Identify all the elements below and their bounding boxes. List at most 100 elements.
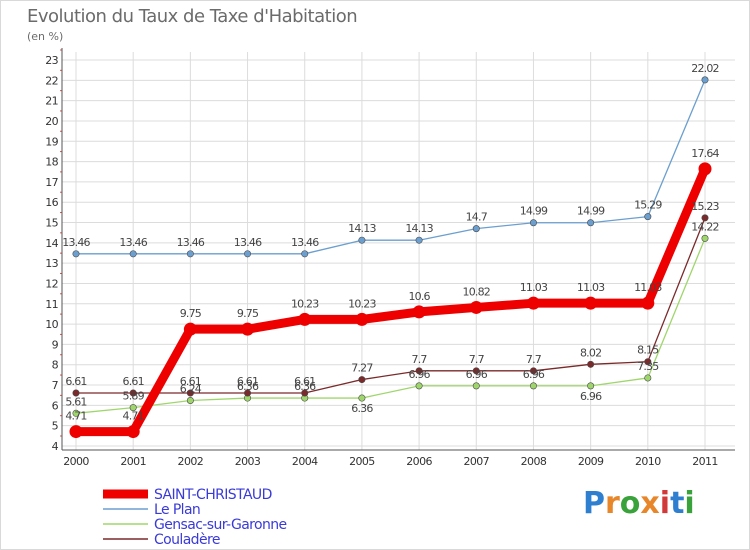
- y-tick-label: 11: [45, 298, 58, 311]
- data-label: 11.03: [577, 281, 605, 294]
- data-point: [472, 225, 480, 233]
- data-point: [186, 389, 194, 397]
- data-point: [529, 219, 537, 227]
- data-label: 5.61: [65, 395, 86, 408]
- data-label: 7.7: [412, 353, 428, 366]
- data-point: [698, 162, 712, 176]
- x-tick-label: 2002: [178, 455, 204, 468]
- data-label: 7.27: [351, 362, 373, 375]
- data-point: [241, 322, 255, 336]
- data-label: 8.02: [580, 346, 601, 359]
- data-point: [358, 236, 366, 244]
- logo-letter: o: [619, 486, 641, 521]
- data-label: 4.71: [123, 410, 144, 423]
- data-label: 10.82: [463, 285, 491, 298]
- data-label: 8.15: [637, 344, 659, 357]
- x-tick-label: 2010: [635, 455, 661, 468]
- data-labels: 4.71 4.71 9.75 9.75 10.23 10.23 10.6 10.82 11.03…: [62, 62, 720, 423]
- data-point: [186, 396, 194, 404]
- data-point: [526, 296, 540, 310]
- series-line-le-plan: [75, 79, 706, 255]
- logo-letter: i: [659, 486, 671, 521]
- data-label: 6.61: [123, 375, 144, 388]
- y-tick-label: 22: [45, 74, 58, 87]
- data-point: [584, 296, 598, 310]
- data-label: 10.6: [408, 290, 430, 303]
- data-point: [186, 250, 194, 258]
- data-point: [701, 234, 709, 242]
- logo-letter: i: [684, 486, 695, 521]
- data-point: [587, 219, 595, 227]
- logo-letter: t: [670, 486, 685, 521]
- data-point: [72, 409, 80, 417]
- data-point: [69, 425, 83, 439]
- data-label: 6.61: [180, 375, 201, 388]
- x-tick-label: 2005: [349, 455, 375, 468]
- data-label: 13.46: [62, 236, 90, 249]
- data-label: 6.36: [351, 402, 373, 415]
- data-label: 22.02: [691, 62, 719, 75]
- data-point: [701, 76, 709, 84]
- axes: [60, 48, 735, 451]
- data-point: [701, 214, 709, 222]
- y-tick-label: 13: [45, 257, 58, 270]
- series-line-saint-christaud: [71, 164, 710, 437]
- data-point: [183, 322, 197, 336]
- proxiti-logo: Proxiti: [583, 486, 695, 521]
- legend-label: Le Plan: [154, 502, 200, 518]
- y-tick-label: 17: [45, 176, 58, 189]
- data-label: 17.64: [691, 147, 719, 160]
- data-label: 14.99: [577, 205, 605, 218]
- data-point: [641, 296, 655, 310]
- legend-label: Couladère: [154, 532, 220, 548]
- logo-letter: r: [605, 486, 620, 521]
- data-label: 13.46: [119, 236, 147, 249]
- legend-label: Gensac-sur-Garonne: [154, 517, 287, 533]
- data-point: [355, 312, 369, 326]
- data-label: 7.35: [637, 360, 659, 373]
- data-label: 14.13: [405, 222, 433, 235]
- x-tick-label: 2004: [292, 455, 318, 468]
- data-point: [358, 376, 366, 384]
- grid: [62, 52, 735, 450]
- data-point: [472, 382, 480, 390]
- data-point: [587, 382, 595, 390]
- data-point: [301, 389, 309, 397]
- series-layer: [69, 76, 712, 439]
- data-point: [415, 236, 423, 244]
- x-tick-label: 2000: [63, 455, 89, 468]
- data-point: [587, 360, 595, 368]
- legend-label: SAINT-CHRISTAUD: [154, 487, 272, 503]
- data-label: 14.22: [691, 220, 719, 233]
- data-label: 7.7: [526, 353, 542, 366]
- y-tick-label: 20: [45, 115, 58, 128]
- data-point: [412, 305, 426, 319]
- data-point: [126, 425, 140, 439]
- data-point: [644, 358, 652, 366]
- data-label: 13.46: [177, 236, 205, 249]
- data-label: 4.71: [65, 410, 86, 423]
- y-tick-label: 7: [52, 379, 59, 392]
- data-label: 11.03: [634, 281, 662, 294]
- y-tick-label: 16: [45, 196, 58, 209]
- y-tick-label: 19: [45, 135, 58, 148]
- data-label: 14.7: [466, 211, 488, 224]
- data-point: [72, 250, 80, 258]
- data-label: 6.96: [466, 368, 488, 381]
- y-tick-label: 10: [45, 318, 58, 331]
- data-point: [129, 389, 137, 397]
- data-label: 6.36: [294, 380, 316, 393]
- data-label: 5.89: [123, 390, 145, 403]
- x-ticks: 2000 2001 2002 2003 2004 2005 2006 2007 2008 2009…: [63, 455, 718, 468]
- data-label: 6.96: [523, 368, 545, 381]
- y-tick-label: 18: [45, 156, 58, 169]
- data-label: 15.29: [634, 199, 662, 212]
- data-point: [244, 389, 252, 397]
- y-tick-label: 8: [52, 359, 59, 372]
- y-tick-label: 14: [45, 237, 58, 250]
- x-tick-label: 2003: [235, 455, 261, 468]
- data-label: 10.23: [291, 297, 319, 310]
- y-tick-label: 6: [52, 399, 59, 412]
